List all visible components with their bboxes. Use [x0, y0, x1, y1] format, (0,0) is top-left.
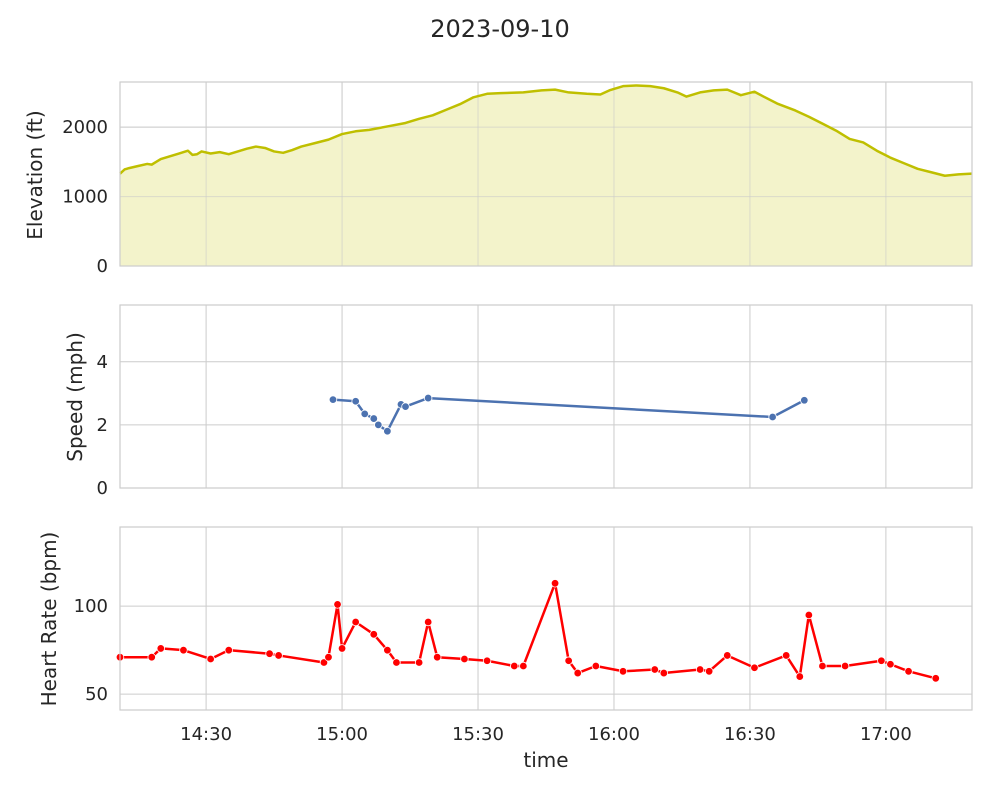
heart-rate-point-3 — [179, 645, 188, 655]
elevation-frame — [119, 81, 973, 267]
elevation-area — [120, 85, 972, 266]
speed-ytick-1: 2 — [97, 415, 108, 436]
speed-frame — [119, 304, 973, 489]
heart-rate-line — [120, 582, 937, 680]
heart-rate-point-39 — [877, 656, 886, 665]
heart-rate-point-11 — [337, 644, 347, 653]
speed-point-10 — [800, 396, 809, 405]
speed-point-7 — [401, 402, 410, 411]
elevation-ylabel: Elevation (ft) — [23, 110, 47, 239]
heart-rate-frame — [119, 526, 973, 711]
heart-rate-ytick-0: 50 — [85, 684, 108, 705]
heart-rate-point-9 — [324, 653, 333, 662]
heart-rate-point-23 — [550, 579, 560, 588]
elevation-ytick-1: 1000 — [62, 187, 108, 208]
heart-rate-point-19 — [460, 654, 469, 664]
xtick-2: 15:30 — [452, 724, 504, 745]
heart-rate-point-28 — [650, 665, 659, 674]
heart-rate-point-14 — [383, 645, 392, 655]
heart-rate-point-24 — [564, 656, 573, 665]
heart-rate-ylabel: Heart Rate (bpm) — [37, 532, 61, 707]
speed-point-9 — [768, 412, 777, 422]
heart-rate-point-27 — [618, 667, 628, 676]
elevation-ytick-0: 0 — [97, 256, 108, 277]
speed-point-5 — [383, 427, 392, 436]
heart-rate-point-18 — [433, 653, 442, 662]
elevation-line — [119, 84, 973, 177]
heart-rate-point-13 — [369, 630, 378, 639]
heart-rate-point-30 — [695, 665, 705, 674]
speed-point-2 — [360, 409, 369, 419]
heart-rate-point-12 — [351, 617, 360, 627]
heart-rate-point-17 — [423, 617, 433, 627]
heart-rate-point-20 — [482, 656, 492, 665]
speed-ytick-2: 4 — [97, 352, 108, 373]
heart-rate-point-5 — [224, 645, 233, 655]
heart-rate-point-22 — [519, 661, 528, 671]
heart-rate-point-2 — [156, 644, 165, 653]
heart-rate-panel: 50 100 14:30 15:00 15:30 16:00 16:30 17:00 — [74, 526, 973, 745]
heart-rate-point-15 — [392, 658, 401, 667]
heart-rate-point-7 — [274, 651, 283, 660]
heart-rate-point-26 — [591, 661, 601, 671]
heart-rate-point-31 — [704, 667, 714, 676]
figure-title: 2023-09-10 — [430, 15, 569, 43]
xtick-5: 17:00 — [860, 724, 912, 745]
heart-rate-point-34 — [781, 651, 791, 660]
heart-rate-point-33 — [750, 663, 759, 672]
speed-ytick-0: 0 — [97, 478, 108, 499]
heart-rate-point-1 — [147, 653, 156, 662]
xtick-1: 15:00 — [316, 724, 368, 745]
heart-rate-point-38 — [840, 661, 850, 671]
speed-point-0 — [328, 395, 338, 404]
xtick-4: 16:30 — [724, 724, 776, 745]
xtick-3: 16:00 — [588, 724, 640, 745]
heart-rate-point-25 — [573, 668, 582, 678]
elevation-panel: 0 1000 2000 — [62, 81, 973, 277]
heart-rate-point-29 — [659, 668, 669, 678]
speed-point-3 — [369, 414, 378, 423]
heart-rate-ytick-1: 100 — [74, 596, 108, 617]
heart-rate-point-42 — [931, 674, 940, 683]
heart-rate-point-41 — [904, 667, 913, 676]
speed-point-8 — [423, 393, 433, 403]
xtick-0: 14:30 — [180, 724, 232, 745]
heart-rate-point-4 — [206, 654, 215, 664]
heart-rate-point-6 — [265, 649, 274, 658]
time-xlabel: time — [523, 748, 568, 772]
speed-panel: 0 2 4 — [97, 304, 973, 499]
heart-rate-point-10 — [333, 600, 342, 609]
heart-rate-point-16 — [414, 658, 424, 667]
heart-rate-point-21 — [510, 661, 519, 671]
heart-rate-point-37 — [818, 661, 827, 671]
heart-rate-point-35 — [795, 672, 804, 681]
elevation-ytick-2: 2000 — [62, 117, 108, 138]
heart-rate-point-8 — [319, 658, 329, 667]
heart-rate-point-32 — [723, 651, 732, 660]
speed-point-4 — [374, 420, 383, 430]
speed-point-1 — [351, 397, 360, 406]
heart-rate-point-40 — [886, 660, 895, 669]
heart-rate-point-36 — [804, 610, 814, 620]
speed-ylabel: Speed (mph) — [63, 332, 87, 462]
